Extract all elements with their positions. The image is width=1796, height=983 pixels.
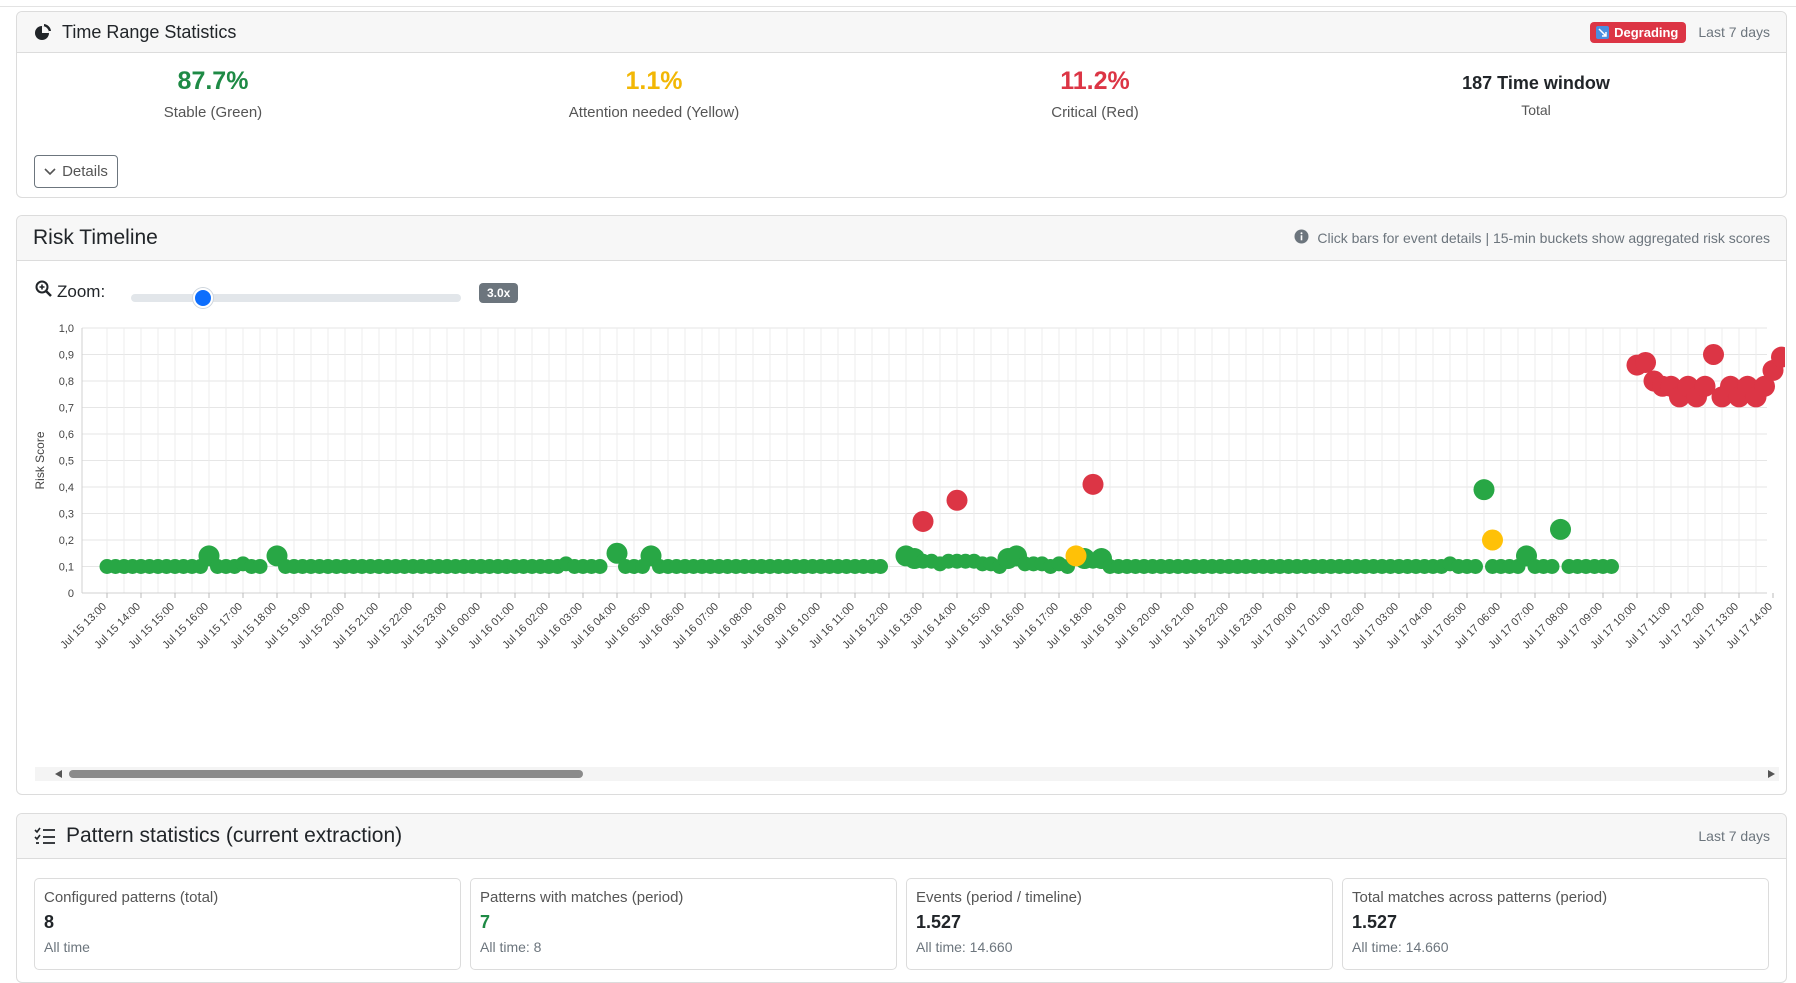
trend-down-icon xyxy=(1596,25,1610,39)
pattern-stat-events: Events (period / timeline) 1.527 All tim… xyxy=(906,878,1333,970)
zoom-label: Zoom: xyxy=(57,281,106,301)
time-range-statistics-header: Time Range Statistics Degrading Last 7 d… xyxy=(17,12,1786,53)
y-tick-label: 0,2 xyxy=(59,535,74,547)
zoom-value-badge: 3.0x xyxy=(479,283,519,303)
risk-point-red xyxy=(912,510,934,532)
details-button-label: Details xyxy=(62,163,108,180)
y-tick-label: 1,0 xyxy=(59,323,74,335)
y-tick-label: 0,5 xyxy=(59,456,74,468)
risk-point-red xyxy=(946,489,968,511)
scroll-left-arrow-icon[interactable] xyxy=(55,770,62,778)
risk-timeline-card: Risk Timeline Click bars for event detai… xyxy=(16,215,1792,795)
pattern-stat-total-matches: Total matches across patterns (period) 1… xyxy=(1342,878,1769,970)
time-range-statistics-title: Time Range Statistics xyxy=(62,21,237,42)
zoom-in-icon xyxy=(35,280,53,303)
stat-critical-label: Critical (Red) xyxy=(1051,104,1139,121)
stat-stable-value: 87.7% xyxy=(177,67,249,95)
stat-total: 187 Time window Total xyxy=(1386,73,1686,118)
timeline-info-text: Click bars for event details | 15-min bu… xyxy=(1317,230,1770,246)
pattern-stat-sub: All time: 14.660 xyxy=(1352,939,1449,955)
chart-horizontal-scrollbar[interactable] xyxy=(35,767,1779,781)
y-tick-label: 0 xyxy=(68,588,74,600)
risk-point-green xyxy=(1604,559,1619,574)
risk-point-red xyxy=(1694,375,1716,397)
pattern-stat-value: 7 xyxy=(480,912,491,932)
y-tick-label: 0,1 xyxy=(59,562,74,574)
risk-point-green xyxy=(252,559,268,574)
risk-point-green xyxy=(1473,479,1495,501)
risk-point-green xyxy=(1544,559,1560,574)
stat-total-value: 187 Time window xyxy=(1462,73,1610,93)
pattern-stat-label: Events (period / timeline) xyxy=(916,889,1082,906)
risk-point-green xyxy=(1550,518,1571,540)
risk-timeline-title: Risk Timeline xyxy=(33,226,158,249)
degrading-badge: Degrading xyxy=(1590,21,1687,43)
pattern-stat-label: Configured patterns (total) xyxy=(44,889,219,906)
pattern-stat-value: 8 xyxy=(44,912,55,932)
risk-point-red xyxy=(1635,351,1656,373)
pattern-stat-value: 1.527 xyxy=(1352,912,1398,932)
risk-point-green xyxy=(592,559,608,574)
y-tick-label: 0,9 xyxy=(59,350,74,362)
pattern-stat-sub: All time xyxy=(44,939,90,955)
zoom-control: Zoom: xyxy=(35,280,105,303)
stat-critical: 11.2% Critical (Red) xyxy=(945,67,1245,121)
checklist-icon xyxy=(33,826,57,846)
y-tick-label: 0,3 xyxy=(59,509,74,521)
risk-point-red xyxy=(1703,344,1724,365)
pattern-stat-label: Patterns with matches (period) xyxy=(480,889,684,906)
risk-point-red xyxy=(1082,473,1104,495)
stat-total-label: Total xyxy=(1521,102,1551,118)
risk-point-green xyxy=(1468,559,1483,574)
pattern-statistics-title: Pattern statistics (current extraction) xyxy=(66,824,403,847)
risk-point-red xyxy=(1754,375,1775,397)
degrading-badge-label: Degrading xyxy=(1614,24,1679,40)
stat-stable: 87.7% Stable (Green) xyxy=(63,67,363,121)
chevron-down-icon xyxy=(44,163,56,180)
top-divider xyxy=(0,0,1796,7)
pattern-stat-with-matches: Patterns with matches (period) 7 All tim… xyxy=(470,878,897,970)
stat-attention-value: 1.1% xyxy=(625,67,683,95)
pie-chart-icon xyxy=(33,22,53,42)
scrollbar-thumb[interactable] xyxy=(69,770,583,778)
risk-point-yellow xyxy=(1065,545,1087,567)
stat-attention: 1.1% Attention needed (Yellow) xyxy=(504,67,804,121)
y-tick-label: 0,6 xyxy=(59,429,74,441)
risk-point-green xyxy=(606,542,628,564)
pattern-stat-label: Total matches across patterns (period) xyxy=(1352,889,1608,906)
zoom-slider-thumb[interactable] xyxy=(193,288,213,308)
pattern-statistics-card: Pattern statistics (current extraction) … xyxy=(16,813,1787,983)
risk-point-green xyxy=(873,559,888,574)
period-label: Last 7 days xyxy=(1698,24,1770,40)
details-button[interactable]: Details xyxy=(34,155,118,188)
pattern-period-label: Last 7 days xyxy=(1698,828,1770,844)
y-tick-label: 0,7 xyxy=(59,403,74,415)
pattern-stat-sub: All time: 8 xyxy=(480,939,542,955)
stat-stable-label: Stable (Green) xyxy=(163,104,263,121)
pattern-stat-value: 1.527 xyxy=(916,912,962,932)
y-tick-label: 0,8 xyxy=(59,376,74,388)
scroll-right-arrow-icon[interactable] xyxy=(1768,770,1775,778)
info-icon xyxy=(1294,229,1309,247)
pattern-stat-sub: All time: 14.660 xyxy=(916,939,1013,955)
risk-chart-container: 0 0,1 0,2 0,3 0,4 0,5 0,6 0,7 0,8 0,9 1,0 Jul 15 13… xyxy=(17,316,1792,761)
pattern-statistics-header: Pattern statistics (current extraction) … xyxy=(17,814,1786,859)
stat-attention-label: Attention needed (Yellow) xyxy=(568,104,740,121)
y-tick-label: 0,4 xyxy=(59,482,74,494)
zoom-slider[interactable] xyxy=(131,288,461,308)
time-range-statistics-card: Time Range Statistics Degrading Last 7 d… xyxy=(16,11,1787,198)
stat-critical-value: 11.2% xyxy=(1060,67,1130,95)
pattern-stat-configured: Configured patterns (total) 8 All time xyxy=(34,878,461,970)
risk-timeline-header: Risk Timeline Click bars for event detai… xyxy=(17,216,1786,261)
y-axis-label: Risk Score xyxy=(33,431,47,489)
risk-point-yellow xyxy=(1482,529,1503,551)
